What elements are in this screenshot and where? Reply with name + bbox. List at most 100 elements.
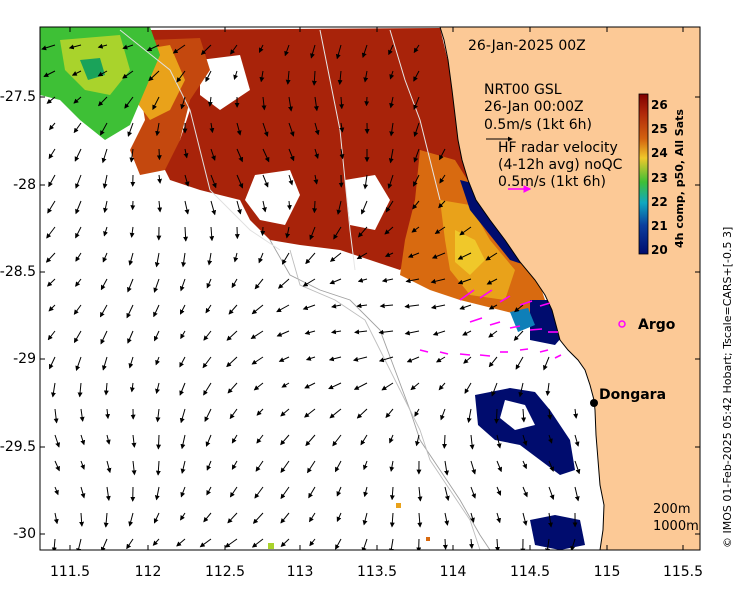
current-arrow [102,174,108,189]
current-arrow [258,44,264,53]
current-arrow [256,434,264,444]
colorbar-label: 4h comp, p50, All Sats [673,109,686,248]
hf-title-label: HF radar velocity [498,140,618,156]
current-arrow [127,122,134,137]
current-arrow [336,512,342,522]
x-tick-label: 113.5 [357,564,397,580]
current-arrow [362,512,368,526]
current-arrow [77,382,83,398]
current-arrow [251,538,264,548]
current-arrow [153,304,160,318]
colorbar-tick: 24 [651,146,668,160]
current-arrow [459,304,472,310]
current-arrow [259,70,265,83]
current-arrow [103,226,108,237]
colorbar: 26 25 24 23 22 21 20 4h comp, p50, All S… [638,93,686,257]
current-arrow [363,174,369,190]
current-arrow [413,96,420,110]
current-arrow [470,460,477,475]
current-arrow [262,148,270,163]
current-arrow [430,278,446,284]
current-arrow [148,70,160,82]
current-arrow [154,330,160,342]
current-arrow [203,330,212,341]
current-arrow [334,460,342,473]
current-arrow [413,44,420,54]
current-arrow [521,408,527,423]
current-arrow [79,408,85,422]
current-arrow [124,96,134,109]
current-arrow [413,122,420,137]
current-arrow [417,512,423,528]
current-arrow [253,382,264,391]
current-arrow [329,252,342,262]
current-arrow [262,174,269,188]
current-arrow [97,70,108,77]
colorbar-tick: 22 [651,195,668,209]
current-arrow [183,226,189,242]
current-arrow [389,486,395,501]
current-arrow [254,486,264,499]
current-arrow [207,252,213,266]
current-arrow [339,148,345,160]
current-arrow [206,460,212,471]
current-arrow [180,96,186,110]
current-arrow [339,96,345,110]
current-arrow [262,122,269,137]
current-arrow [105,486,111,502]
hf-radar-vectors [419,289,562,359]
current-arrow [363,70,369,83]
current-arrow [285,70,291,85]
current-arrow [469,538,474,550]
hf-radar-arrow [554,354,562,359]
x-tick-label: 115 [594,564,621,580]
depth-legend-1000m: 1000m [653,519,699,534]
current-arrow [413,174,420,187]
current-arrow [154,252,160,268]
current-arrow [328,382,342,390]
current-arrow [389,460,395,472]
current-arrow [547,434,553,444]
y-tick-label: -29.5 [0,439,36,455]
current-arrow [488,304,498,310]
current-arrow [362,460,368,471]
current-arrow [404,303,420,309]
current-arrow [330,329,342,335]
y-tick-label: -30 [13,526,36,542]
current-arrow [548,460,554,472]
current-arrow [131,434,137,448]
current-arrow [54,460,60,472]
current-arrow [545,538,551,550]
current-arrow [417,486,423,502]
current-arrow [68,44,82,50]
y-tick-label: -28.5 [0,264,36,280]
sst-pixel [426,537,430,541]
current-arrow [389,434,394,444]
current-arrow [515,356,524,370]
current-arrow [470,486,476,499]
x-tick-label: 112 [135,564,162,580]
depth-legend: 200m 1000m [653,502,699,534]
current-arrow [205,434,212,447]
current-arrow [328,356,342,362]
current-arrow [354,329,368,335]
current-arrow [99,304,108,318]
current-arrow [80,434,86,446]
hf-radar-arrow [539,349,549,353]
credit-label: © IMOS 01-Feb-2025 05:42 Hobart; Tscale=… [721,227,734,548]
current-arrow [180,460,186,474]
hf-radar-arrow [459,353,471,356]
current-arrow [233,252,239,263]
hf-radar-arrow [459,289,475,301]
current-arrow [280,408,290,417]
x-tick-label: 115.5 [663,564,703,580]
current-arrow [75,226,82,239]
current-arrow [333,226,342,240]
current-arrow [304,382,316,389]
current-arrow [407,252,420,258]
current-arrow [352,356,368,362]
current-arrow [180,330,186,340]
current-arrow [304,408,316,418]
current-arrow [288,148,295,162]
current-arrow [146,44,160,52]
